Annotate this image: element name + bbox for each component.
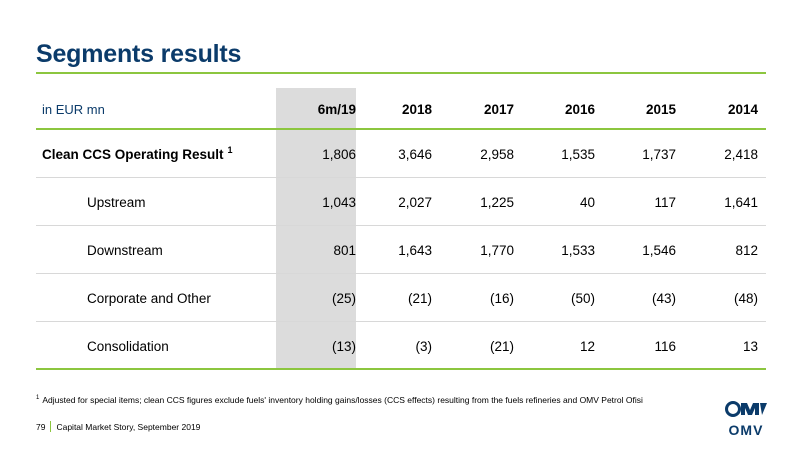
table-cell: (21) bbox=[489, 338, 514, 354]
footnote-mark: 1 bbox=[227, 145, 233, 155]
table-cell: 2,958 bbox=[480, 146, 514, 162]
table-cell: (48) bbox=[733, 290, 758, 306]
table-cell: (16) bbox=[489, 290, 514, 306]
table-cell: 1,806 bbox=[322, 146, 356, 162]
header-divider bbox=[36, 128, 766, 130]
row-divider bbox=[36, 177, 766, 178]
column-header: 2016 bbox=[564, 101, 595, 117]
footer-caption: Capital Market Story, September 2019 bbox=[56, 421, 201, 432]
table-row: Clean CCS Operating Result 1 1,806 3,646 … bbox=[36, 130, 766, 178]
row-label: Upstream bbox=[87, 194, 146, 210]
table-cell: 1,770 bbox=[480, 242, 514, 258]
table-cell: 1,535 bbox=[561, 146, 595, 162]
column-header: 2017 bbox=[483, 101, 514, 117]
table-cell: 40 bbox=[579, 194, 595, 210]
table-cell: 116 bbox=[654, 338, 676, 354]
table-cell: 1,043 bbox=[322, 194, 356, 210]
title-divider bbox=[36, 72, 766, 74]
row-divider bbox=[36, 321, 766, 322]
table-cell: (50) bbox=[570, 290, 595, 306]
table-cell: 2,418 bbox=[724, 146, 758, 162]
table-cell: 2,027 bbox=[398, 194, 432, 210]
table-cell: (25) bbox=[331, 290, 356, 306]
row-label-text: Clean CCS Operating Result bbox=[42, 146, 224, 162]
table-cell: 1,641 bbox=[724, 194, 758, 210]
row-divider bbox=[36, 225, 766, 226]
table-cell: (43) bbox=[651, 290, 676, 306]
table-cell: (3) bbox=[415, 338, 433, 354]
column-header: 2014 bbox=[727, 101, 758, 117]
footnote: 1 Adjusted for special items; clean CCS f… bbox=[36, 395, 643, 405]
table-row: Downstream 801 1,643 1,770 1,533 1,546 8… bbox=[36, 226, 766, 274]
table-cell: 801 bbox=[333, 242, 356, 258]
table-cell: 1,643 bbox=[398, 242, 432, 258]
table-row: Consolidation (13) (3) (21) 12 116 13 bbox=[36, 322, 766, 370]
slide-footer: 79 Capital Market Story, September 2019 bbox=[36, 421, 200, 432]
row-label: Corporate and Other bbox=[87, 290, 211, 306]
unit-label: in EUR mn bbox=[42, 101, 105, 117]
table-cell: (13) bbox=[331, 338, 356, 354]
table-cell: (21) bbox=[407, 290, 432, 306]
table-cell: 13 bbox=[742, 338, 758, 354]
table-cell: 812 bbox=[735, 242, 758, 258]
footnote-text: Adjusted for special items; clean CCS fi… bbox=[42, 395, 643, 405]
row-divider bbox=[36, 273, 766, 274]
table-cell: 1,546 bbox=[642, 242, 676, 258]
highlight-column bbox=[276, 88, 356, 370]
row-label: Consolidation bbox=[87, 338, 169, 354]
row-label: Clean CCS Operating Result 1 bbox=[42, 130, 282, 178]
column-header: 2015 bbox=[645, 101, 676, 117]
table-row: Upstream 1,043 2,027 1,225 40 117 1,641 bbox=[36, 178, 766, 226]
segments-table: in EUR mn 6m/19 2018 2017 2016 2015 2014… bbox=[36, 88, 766, 370]
column-header: 2018 bbox=[401, 101, 432, 117]
row-label: Downstream bbox=[87, 242, 163, 258]
table-cell: 3,646 bbox=[398, 146, 432, 162]
table-cell: 1,737 bbox=[642, 146, 676, 162]
table-cell: 1,225 bbox=[480, 194, 514, 210]
footer-divider bbox=[50, 421, 52, 432]
footnote-mark: 1 bbox=[36, 395, 40, 402]
table-header-row: in EUR mn 6m/19 2018 2017 2016 2015 2014 bbox=[36, 88, 766, 130]
table-cell: 1,533 bbox=[561, 242, 595, 258]
table-cell: 117 bbox=[654, 194, 676, 210]
page-number: 79 bbox=[36, 421, 46, 432]
page-title: Segments results bbox=[36, 40, 242, 68]
table-row: Corporate and Other (25) (21) (16) (50) … bbox=[36, 274, 766, 322]
table-cell: 12 bbox=[579, 338, 595, 354]
column-header: 6m/19 bbox=[317, 101, 356, 117]
table-bottom-divider bbox=[36, 368, 766, 370]
omv-logo: OMV bbox=[725, 401, 767, 438]
logo-text: OMV bbox=[729, 422, 764, 438]
